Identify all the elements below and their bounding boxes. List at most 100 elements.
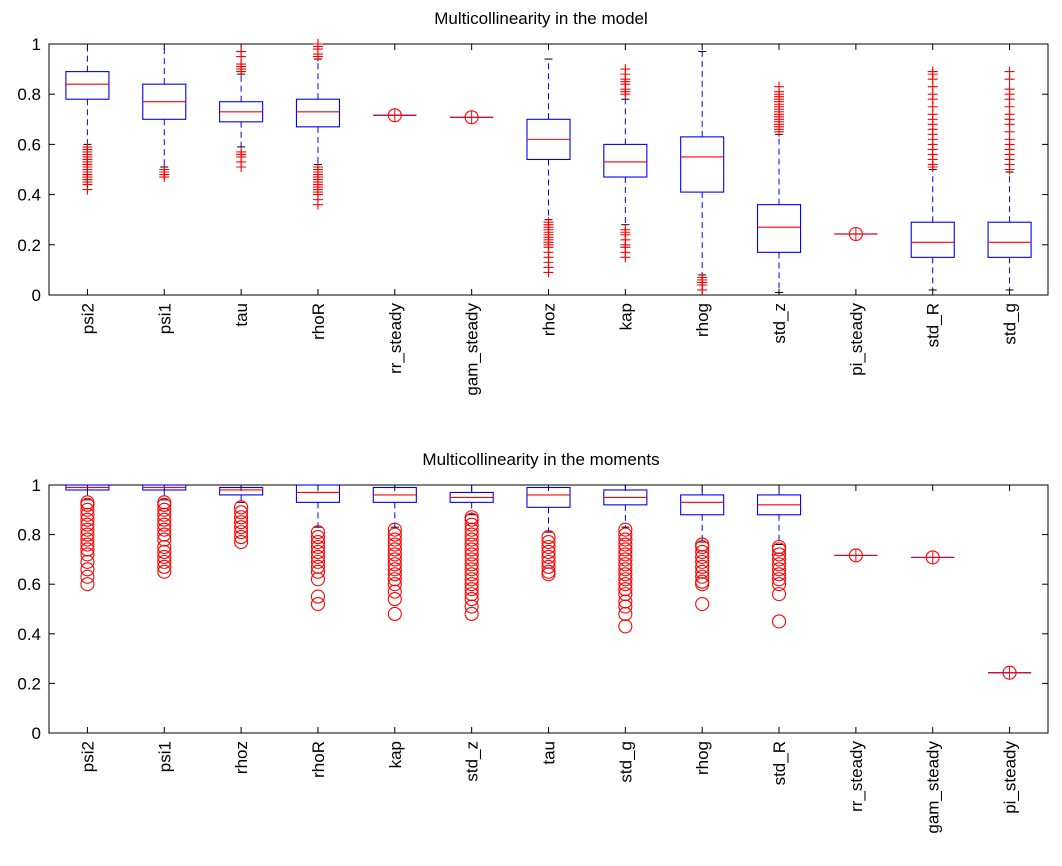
outlier-point [1004,84,1015,95]
y-tick-label: 0.2 [17,674,41,693]
outlier-point [541,564,556,579]
outlier-point [618,599,633,614]
panel-moments: Multicollinearity in the moments 0 0.2 0.4… [17,450,1049,834]
y-tick-label: 0.6 [17,135,41,154]
outlier-point [157,522,172,537]
outlier-point [387,537,402,552]
outlier-point [464,567,479,582]
outlier-point [234,510,249,525]
outlier-point [234,500,249,515]
box-pi_steady: pi_steady [988,485,1032,814]
outlier-point [771,567,787,582]
outlier-point [618,542,633,557]
y-tick-label: 0.2 [17,236,41,255]
box-tau: tau [526,484,571,765]
x-tick-label: std_z [463,741,482,782]
outlier-point [618,572,633,587]
outlier-point [157,507,172,522]
chart-title-moments: Multicollinearity in the moments [422,450,659,469]
outlier-point [541,559,556,574]
outlier-point [387,522,402,537]
outlier-point [80,532,95,547]
iqr-box [219,486,264,496]
outlier-point [774,81,785,92]
box-tau: tau [219,44,264,327]
x-tick-label: rhoR [309,303,328,340]
outlier-point [541,530,556,545]
outlier-point [387,527,402,542]
outlier-point [620,224,631,235]
outlier-point [310,525,326,540]
outlier-point [312,161,323,172]
outlier-point [157,564,172,579]
outlier-point [310,589,326,604]
outlier-point [157,512,172,527]
box-psi1: psi1 [142,43,187,334]
y-tick-label: 0 [32,724,41,743]
x-tick-label: rr_steady [386,303,405,374]
outlier-point [310,564,326,579]
y-tick-label: 1 [32,35,41,54]
outlier-point [618,577,633,592]
x-tick-label: rhoz [540,303,559,336]
chart-title-model: Multicollinearity in the model [434,9,648,28]
outlier-point [157,554,172,569]
x-tick-label: gam_steady [924,741,943,834]
y-tick-label: 0.4 [17,186,41,205]
box-std_z: std_z [756,44,802,344]
box-std_z: std_z [449,484,494,782]
outlier-point [157,502,172,517]
outlier-point [618,532,633,547]
outlier-point [541,549,556,564]
box-std_R: std_R [910,44,955,347]
outlier-point [543,217,554,228]
outlier-point [312,39,323,49]
outlier-point [618,587,633,602]
x-tick-label: std_R [924,303,943,347]
x-tick-label: std_R [770,741,789,785]
outlier-point [157,539,172,555]
outlier-point [695,554,710,569]
outlier-point [387,557,402,572]
y-tick-label: 0 [32,286,41,305]
outlier-point [771,562,787,577]
outlier-point [771,614,787,629]
outlier-point [310,534,326,550]
outlier-point [80,512,95,527]
outlier-point [80,517,95,532]
outlier-point [387,592,402,607]
outlier-point [618,619,633,634]
y-tick-label: 0.6 [17,575,41,594]
outlier-point [80,569,95,584]
box-pi_steady: pi_steady [834,44,878,376]
box-std_g: std_g [603,484,648,783]
outlier-point [387,577,402,592]
outlier-point [464,592,479,607]
outlier-point [310,559,326,574]
outlier-point [159,164,170,175]
outlier-point [464,537,479,552]
outlier-point [618,582,633,597]
outlier-point [464,522,479,537]
outlier-point [387,552,402,567]
outlier-point [771,577,787,592]
outlier-point [464,582,479,597]
x-tick-label: tau [232,303,251,327]
x-tick-label: psi2 [78,741,97,772]
outlier-point [927,66,938,77]
outlier-point [464,532,479,547]
outlier-point [234,530,249,545]
outlier-point [236,146,247,157]
outlier-point [618,562,633,577]
y-tick-label: 0.8 [17,526,41,545]
outlier-point [80,507,95,522]
x-tick-label: rhoR [309,741,328,778]
box-kap: kap [603,44,648,330]
panel-model: Multicollinearity in the model 0 0.2 0.4 0.… [17,9,1049,396]
outlier-point [697,272,708,283]
outlier-point [771,547,787,562]
outlier-point [464,527,479,542]
outlier-point [771,557,787,572]
x-tick-label: rr_steady [847,741,866,812]
